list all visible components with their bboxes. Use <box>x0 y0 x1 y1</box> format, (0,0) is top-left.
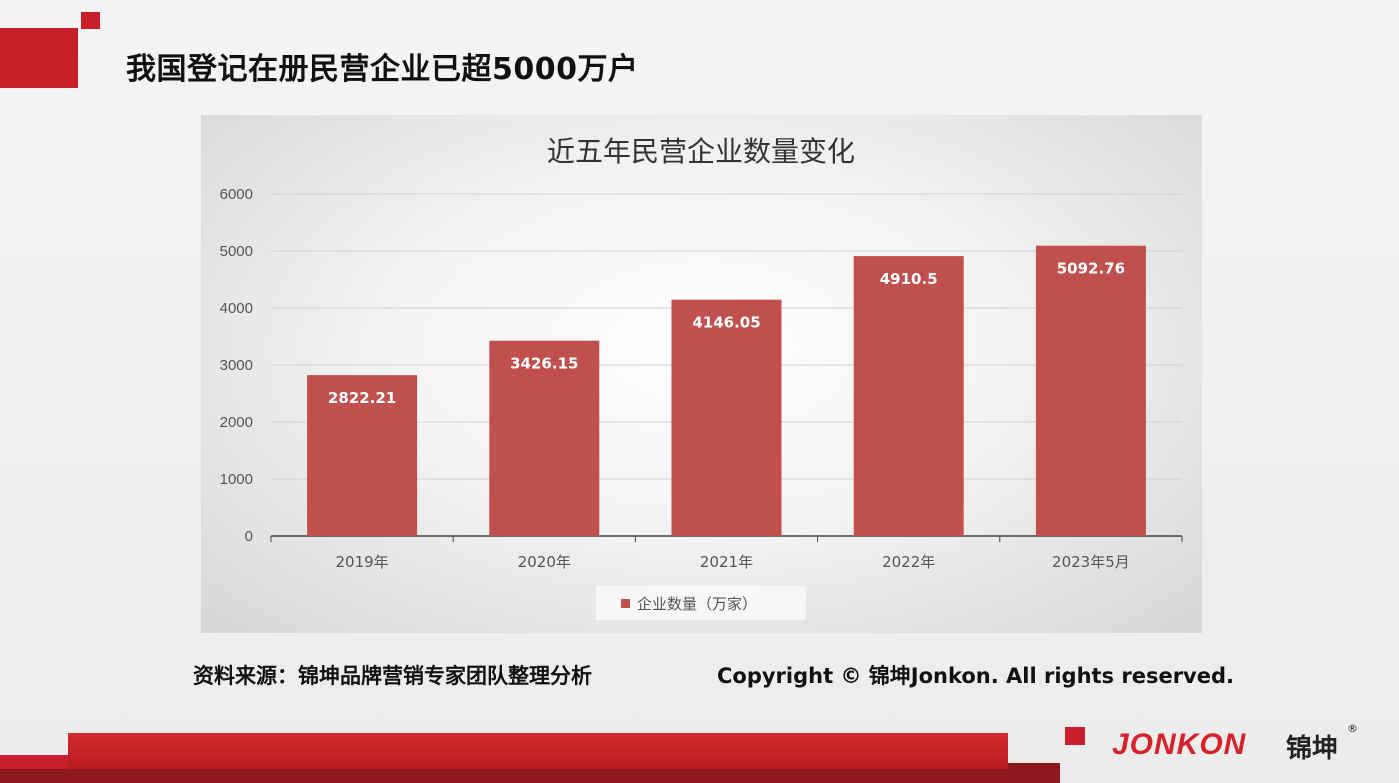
jonkon-logo: JONKON <box>1112 728 1247 761</box>
data-label: 5092.76 <box>1057 260 1125 278</box>
y-tick-label: 0 <box>245 528 253 545</box>
data-label: 4910.5 <box>880 270 938 288</box>
y-tick-label: 3000 <box>220 357 253 374</box>
legend-swatch <box>621 599 630 608</box>
data-label: 4146.05 <box>692 314 760 332</box>
corner-decoration-small <box>81 12 100 29</box>
copyright-note: Copyright © 锦坤Jonkon. All rights reserve… <box>717 664 1235 688</box>
bar <box>307 375 418 536</box>
bar <box>853 256 964 536</box>
slide-title: 我国登记在册民营企业已超5000万户 <box>126 52 639 87</box>
corner-decoration-large <box>0 28 78 88</box>
jonkon-logo-cn: 锦坤 <box>1286 734 1339 764</box>
bar <box>489 340 600 536</box>
chart-panel: 近五年民营企业数量变化 0 1000 2000 3000 4000 5000 6000 28… <box>201 115 1202 633</box>
y-tick-label: 1000 <box>220 471 253 488</box>
y-tick-label: 6000 <box>220 186 253 203</box>
bar-chart: 近五年民营企业数量变化 0 1000 2000 3000 4000 5000 6000 28… <box>220 135 1183 620</box>
footer-bar <box>68 733 1008 769</box>
bar <box>1035 245 1146 536</box>
y-tick-label: 2000 <box>220 414 253 431</box>
x-tick-label: 2021年 <box>700 553 753 571</box>
y-tick-label: 5000 <box>220 243 253 260</box>
footer-decoration-square <box>1065 727 1085 745</box>
y-tick-label: 4000 <box>220 300 253 317</box>
legend-label: 企业数量（万家） <box>637 595 757 613</box>
x-tick-label: 2019年 <box>336 553 389 571</box>
x-tick-label: 2020年 <box>518 553 571 571</box>
x-tick-label: 2023年5月 <box>1052 553 1130 571</box>
x-tick-label: 2022年 <box>882 553 935 571</box>
footer-bar-left <box>0 755 68 769</box>
legend-box <box>596 586 806 620</box>
source-note: 资料来源：锦坤品牌营销专家团队整理分析 <box>193 664 592 688</box>
registered-mark: ® <box>1347 722 1358 735</box>
data-label: 2822.21 <box>328 389 396 407</box>
bar <box>671 299 782 536</box>
chart-title: 近五年民营企业数量变化 <box>547 135 855 168</box>
data-label: 3426.15 <box>510 355 578 373</box>
